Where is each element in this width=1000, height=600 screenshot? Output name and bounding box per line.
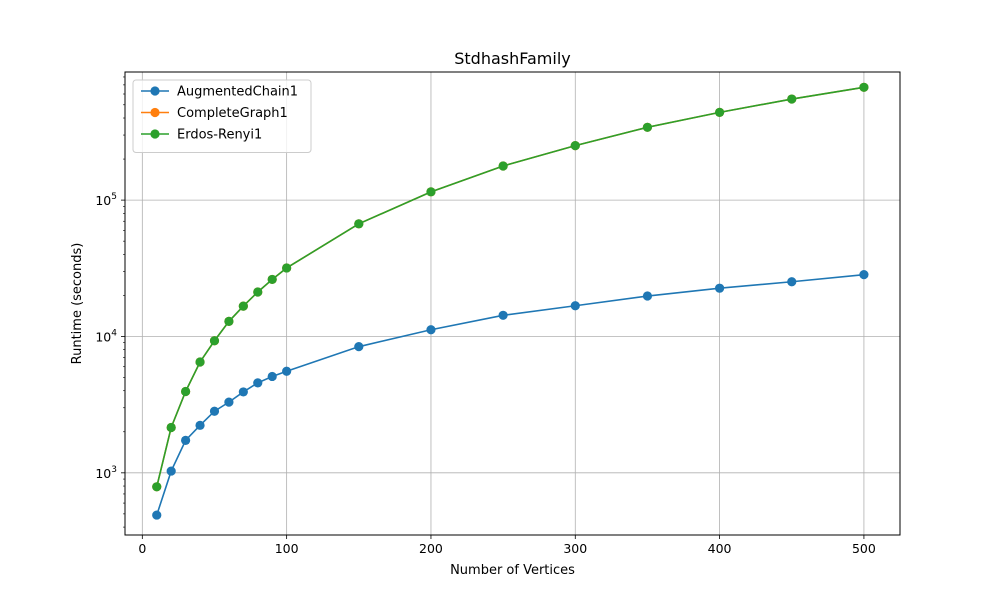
series-0 (152, 270, 869, 520)
y-tick-base: 10 (95, 466, 111, 481)
data-point (498, 310, 508, 320)
data-point (253, 287, 263, 297)
legend-marker (150, 86, 160, 96)
data-point (267, 274, 277, 285)
y-axis-label: Runtime (seconds) (70, 243, 85, 365)
x-tick-label: 500 (852, 541, 876, 556)
data-point (209, 336, 220, 346)
data-point (714, 107, 725, 117)
plot-frame (124, 71, 901, 536)
x-tick-label: 100 (275, 541, 299, 556)
legend-item: AugmentedChain1 (141, 85, 298, 100)
data-point (498, 161, 508, 171)
legend-label: CompleteGraph1 (177, 106, 288, 121)
data-point (181, 435, 191, 445)
data-point (570, 141, 580, 151)
data-point (181, 386, 191, 397)
legend-item: Erdos-Renyi1 (141, 128, 262, 143)
data-point (426, 325, 436, 335)
legend-box (132, 79, 312, 153)
data-point (152, 510, 162, 520)
data-point (238, 301, 248, 311)
x-tick-label: 300 (563, 541, 587, 556)
data-point (714, 283, 725, 293)
data-point (282, 366, 292, 376)
data-point (787, 94, 797, 104)
data-point (642, 122, 653, 132)
data-point (859, 270, 869, 280)
data-point (209, 406, 220, 416)
y-tick-label: 104 (95, 328, 117, 344)
data-point (166, 466, 176, 476)
legend-marker (150, 107, 160, 118)
y-tick-exponent: 5 (111, 192, 117, 202)
x-tick-label: 0 (138, 541, 146, 556)
chart-title: StdhashFamily (454, 49, 571, 68)
data-point (195, 357, 205, 367)
legend-marker (150, 129, 160, 139)
x-tick-label: 200 (419, 541, 443, 556)
x-tick-label: 400 (708, 541, 732, 556)
legend-label: AugmentedChain1 (177, 85, 298, 100)
series-layer (152, 82, 869, 520)
data-point (282, 263, 292, 273)
y-tick-base: 10 (95, 329, 111, 344)
data-point (224, 316, 234, 326)
data-point (426, 187, 436, 197)
data-point (354, 219, 364, 229)
data-point (570, 301, 580, 311)
data-point (859, 82, 869, 92)
x-axis-label: Number of Vertices (450, 563, 575, 578)
data-point (354, 342, 364, 352)
data-point (238, 387, 248, 397)
y-tick-exponent: 3 (111, 465, 117, 475)
y-tick-base: 10 (95, 193, 111, 208)
y-tick-label: 103 (95, 465, 117, 481)
y-tick-exponent: 4 (111, 328, 117, 338)
data-point (267, 371, 277, 382)
legend-label: Erdos-Renyi1 (177, 128, 262, 143)
data-point (166, 422, 176, 433)
legend-item: CompleteGraph1 (141, 106, 288, 121)
data-point (253, 378, 263, 388)
data-point (152, 482, 162, 492)
data-point (224, 397, 234, 407)
legend: AugmentedChain1 CompleteGraph1 Erdos-Renyi… (132, 79, 312, 153)
data-point (787, 277, 797, 287)
series-line (155, 86, 865, 487)
data-point (195, 420, 205, 430)
series-2 (152, 82, 869, 492)
data-point (642, 291, 653, 301)
y-tick-label: 105 (95, 192, 117, 208)
